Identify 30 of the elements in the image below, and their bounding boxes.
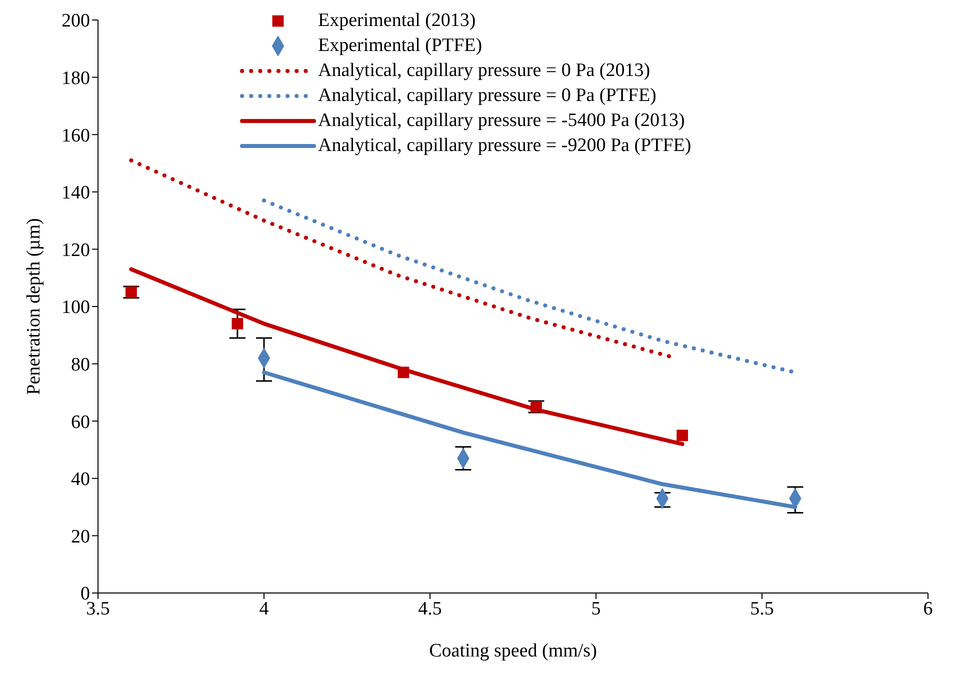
x-tick-label: 4.5 bbox=[418, 598, 442, 620]
point bbox=[232, 318, 244, 330]
y-tick-label: 80 bbox=[71, 354, 90, 376]
x-axis-title: Coating speed (mm/s) bbox=[429, 640, 597, 662]
y-tick-label: 180 bbox=[62, 68, 90, 90]
legend-label: Analytical, capillary pressure = -9200 Pa (PTFE) bbox=[318, 134, 692, 158]
y-tick-label: 160 bbox=[62, 125, 90, 146]
point bbox=[126, 286, 137, 298]
y-tick-label: 200 bbox=[62, 10, 90, 32]
legend-label: Experimental (PTFE) bbox=[318, 34, 482, 58]
y-tick-label: 40 bbox=[71, 469, 90, 490]
legend-label: Experimental (2013) bbox=[318, 9, 476, 33]
line-series bbox=[129, 267, 684, 446]
x-tick-label: 3.5 bbox=[86, 598, 110, 620]
x-tick-label: 5 bbox=[591, 598, 601, 620]
legend-label: Analytical, capillary pressure = 0 Pa (2013) bbox=[318, 59, 650, 83]
y-tick-label: 100 bbox=[62, 297, 90, 318]
point bbox=[530, 401, 542, 412]
x-tick-label: 5.5 bbox=[750, 598, 774, 620]
x-tick-label: 6 bbox=[923, 598, 933, 620]
y-tick-label: 20 bbox=[71, 526, 90, 548]
y-tick-label: 140 bbox=[62, 182, 90, 204]
legend-label: Analytical, capillary pressure = -5400 Pa (2013) bbox=[318, 109, 685, 133]
y-tick-label: 120 bbox=[62, 240, 90, 261]
point bbox=[676, 430, 688, 442]
y-axis-title: Penetration depth (µm) bbox=[24, 218, 45, 395]
y-tick-label: 60 bbox=[71, 412, 90, 433]
point bbox=[398, 366, 410, 378]
x-tick-label: 4 bbox=[259, 598, 270, 620]
legend-label: Analytical, capillary pressure = 0 Pa (PTFE) bbox=[318, 84, 656, 108]
